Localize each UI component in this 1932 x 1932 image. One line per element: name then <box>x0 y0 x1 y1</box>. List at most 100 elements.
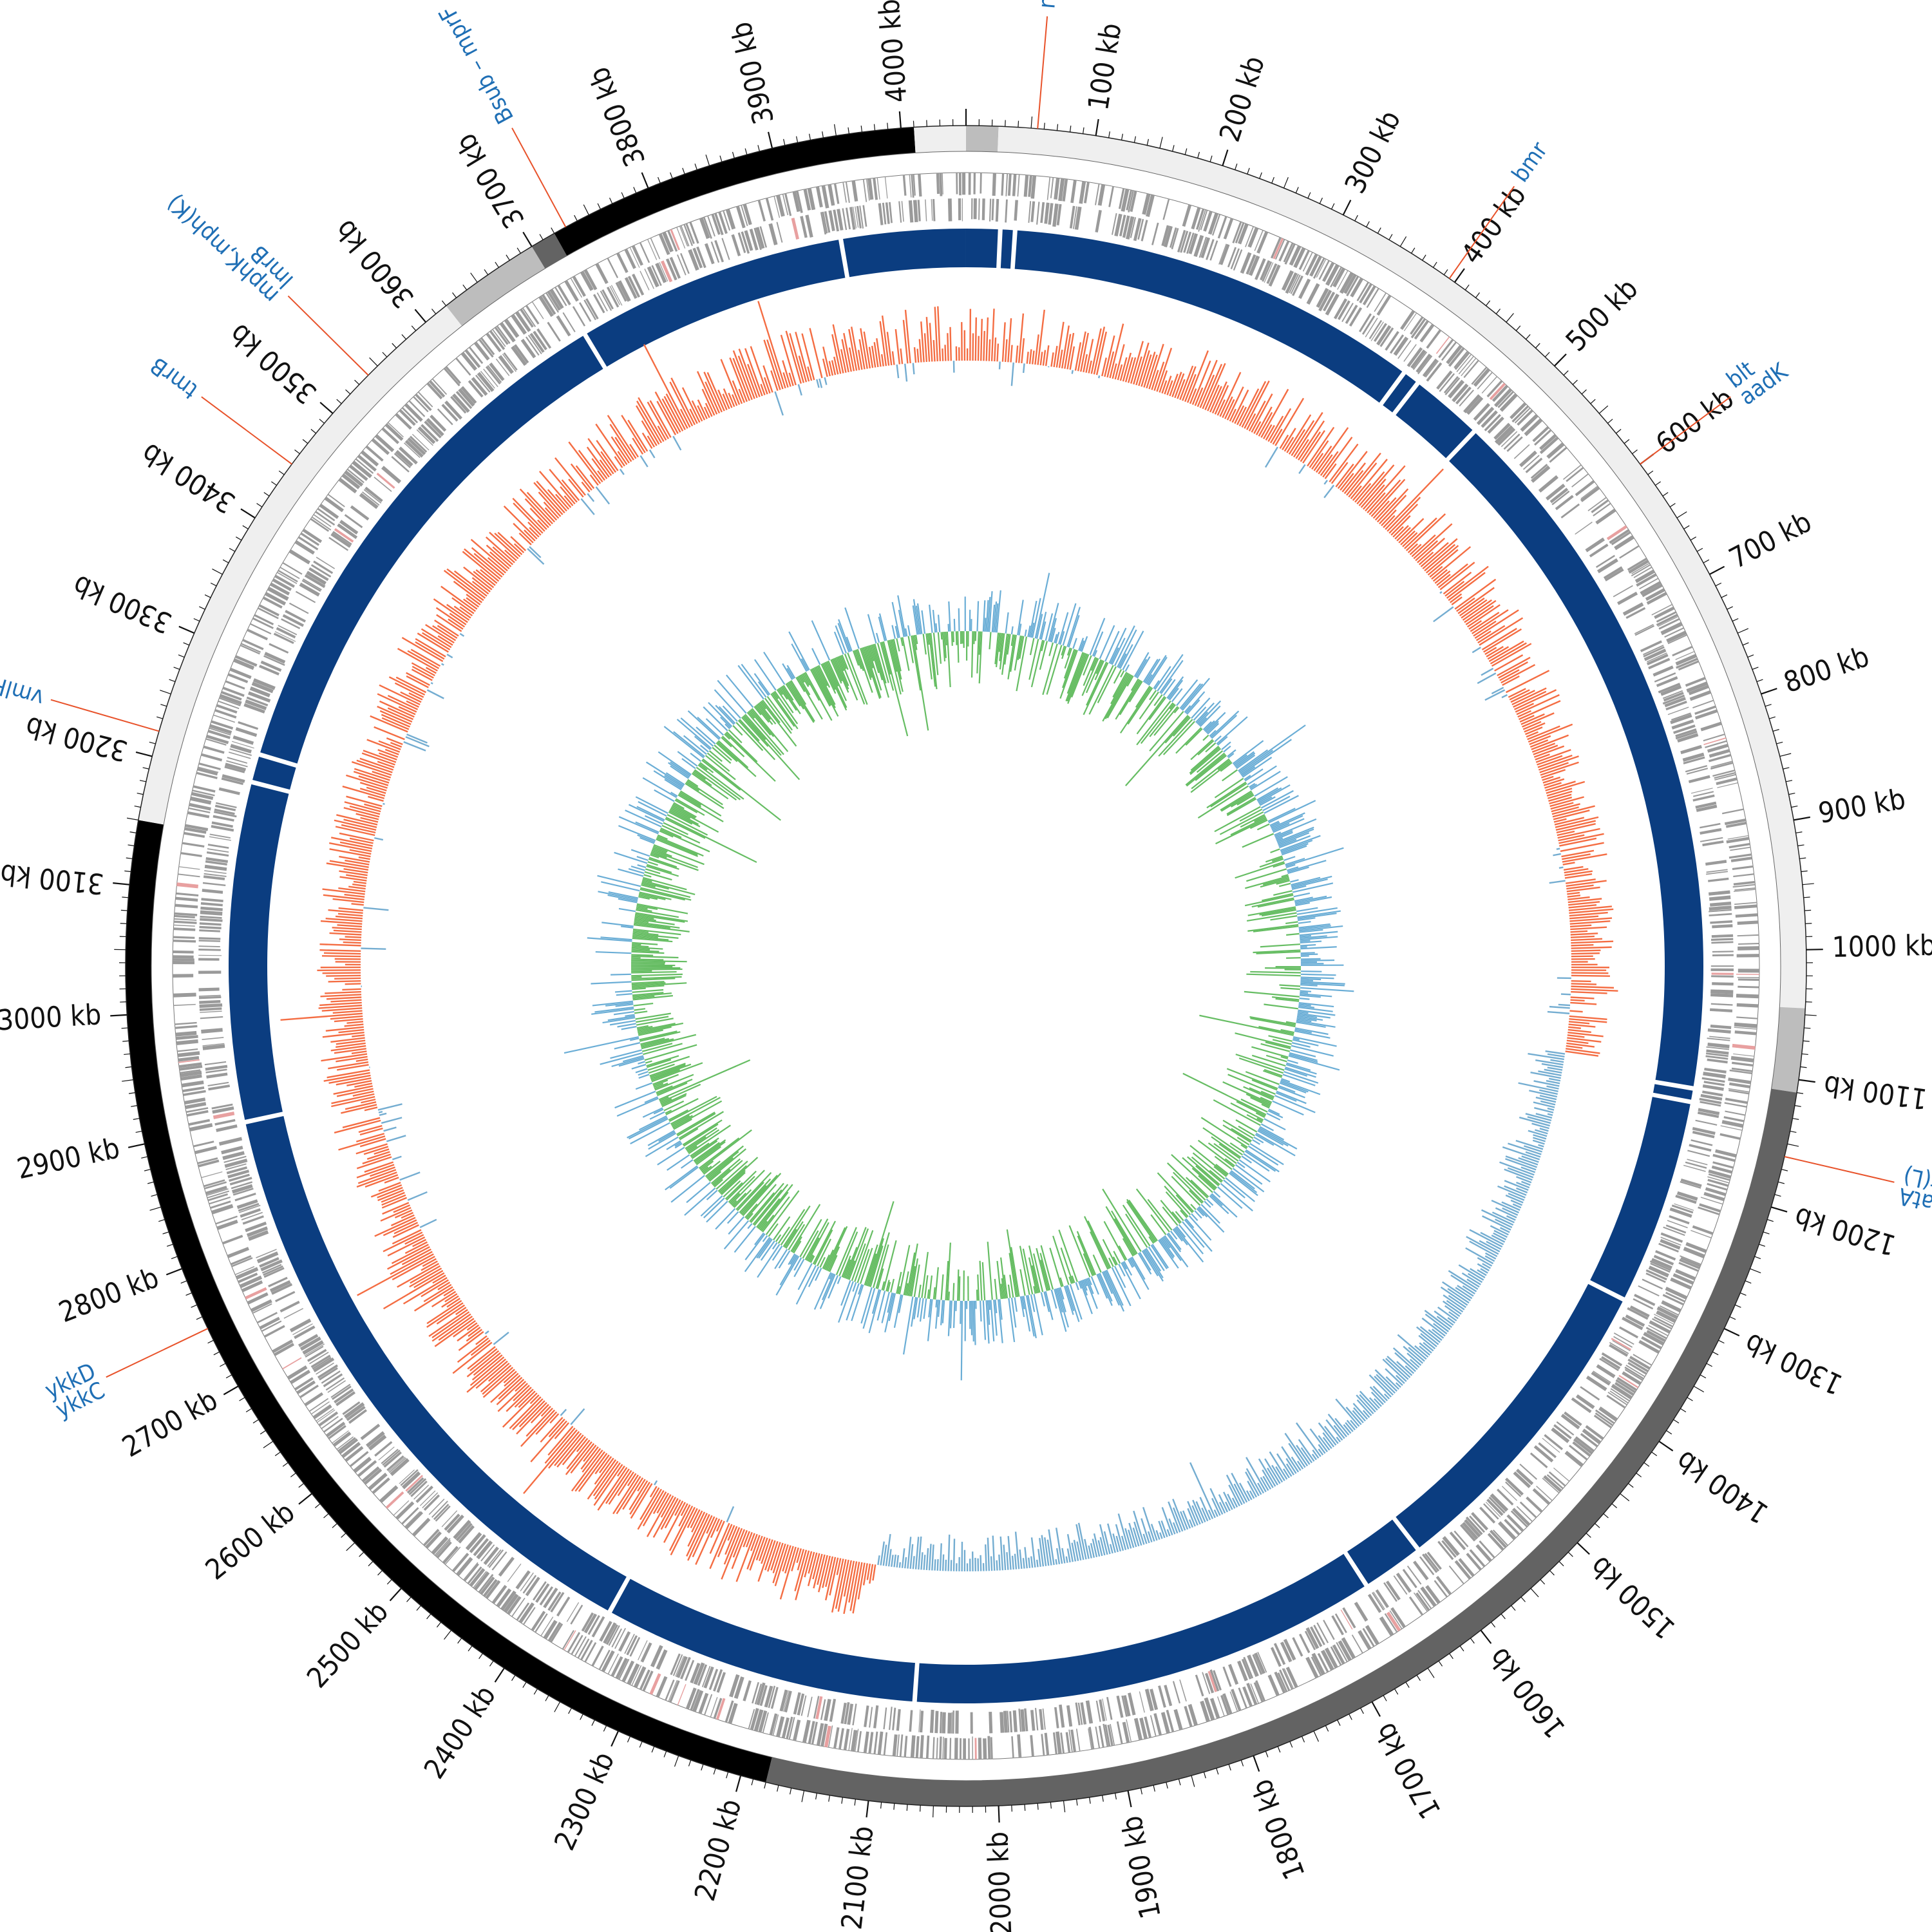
cds-forward <box>235 1267 259 1280</box>
cds-reverse <box>1200 237 1211 258</box>
minor-tick <box>128 1092 135 1094</box>
cds-reverse <box>1710 920 1733 924</box>
cds-reverse <box>1619 1326 1639 1339</box>
skew-bar <box>645 1136 679 1157</box>
gc-bar <box>512 1398 544 1430</box>
cds-forward <box>478 1574 494 1593</box>
gc-bar <box>1194 387 1204 406</box>
skew-bar <box>657 835 704 857</box>
cds-reverse <box>1699 1097 1722 1104</box>
cds-reverse <box>639 270 650 290</box>
cds-reverse <box>1393 1575 1408 1595</box>
cds-reverse <box>198 987 220 992</box>
gc-bar <box>1127 357 1137 383</box>
skew-bar <box>1191 1168 1217 1190</box>
skew-bar <box>888 639 898 672</box>
gc-bar <box>617 1472 634 1497</box>
cds-reverse <box>1003 1710 1008 1733</box>
gc-bar <box>723 388 733 408</box>
gc-bar <box>1568 904 1597 909</box>
cds-reverse <box>299 1336 321 1351</box>
gc-bar <box>338 887 366 893</box>
skew-bar <box>636 909 679 918</box>
skew-bar <box>1185 691 1206 714</box>
cds-forward <box>1046 176 1051 200</box>
cds-reverse <box>312 1356 332 1370</box>
outer-ring-segment <box>1771 1007 1806 1093</box>
gc-bar <box>1374 497 1397 521</box>
gc-bar <box>1558 866 1564 869</box>
skew-bar <box>1182 1221 1205 1248</box>
cds-forward <box>216 704 238 714</box>
cds-forward <box>1005 173 1009 196</box>
cds-reverse <box>805 214 813 238</box>
skew-bar <box>1204 1200 1211 1208</box>
gc-bar <box>1055 1528 1063 1564</box>
skew-bar <box>634 919 649 923</box>
minor-tick <box>1754 1256 1761 1260</box>
gc-bar <box>635 405 660 445</box>
skew-bar <box>632 931 659 936</box>
gc-bar <box>1569 917 1613 922</box>
cds-reverse <box>1667 706 1689 715</box>
cds-reverse <box>513 344 529 364</box>
minor-tick <box>1563 370 1569 376</box>
gc-bar <box>321 1053 368 1062</box>
gc-bar <box>402 1276 448 1305</box>
gc-bar <box>1248 400 1266 431</box>
skew-bar <box>1102 1238 1117 1266</box>
gc-bar <box>1538 1070 1562 1077</box>
minor-tick <box>801 1790 805 1803</box>
cds-reverse <box>815 1696 823 1719</box>
cds-reverse <box>313 560 334 574</box>
skew-bar <box>756 1198 781 1228</box>
cds-forward <box>1416 1592 1430 1611</box>
skew-bar <box>1210 782 1247 808</box>
cds-reverse <box>310 1354 331 1368</box>
cds-forward <box>707 215 715 237</box>
cds-forward <box>824 1725 831 1748</box>
cds-forward <box>1346 276 1359 297</box>
cds-reverse <box>228 752 251 759</box>
cds-forward <box>607 1653 619 1674</box>
cds-forward <box>1195 208 1205 230</box>
gc-bar <box>384 1177 399 1184</box>
skew-bar <box>708 702 733 727</box>
skew-bar <box>647 1059 672 1068</box>
gc-bar <box>822 1555 831 1588</box>
minor-tick <box>1102 1795 1104 1802</box>
gc-bar <box>1550 802 1574 810</box>
gc-bar <box>1093 1533 1101 1557</box>
minor-tick <box>1620 1493 1630 1502</box>
cds-forward <box>1703 734 1725 742</box>
minor-tick <box>199 606 205 610</box>
cds-reverse <box>278 625 298 636</box>
skew-bar <box>1148 656 1168 686</box>
skew-bar <box>916 603 923 634</box>
skew-bar <box>881 1291 890 1323</box>
major-tick <box>1342 200 1352 216</box>
gc-bar <box>1143 352 1156 388</box>
cds-forward <box>876 177 880 200</box>
skew-bar <box>644 871 672 881</box>
cds-reverse <box>743 1680 752 1701</box>
gc-bar <box>1491 643 1532 667</box>
cds-forward <box>1703 737 1727 746</box>
cds-reverse <box>1553 1424 1572 1439</box>
cds-forward <box>341 1441 361 1459</box>
cds-reverse <box>842 208 848 231</box>
cds-forward <box>456 1557 473 1577</box>
gc-bar <box>435 607 466 628</box>
cds-forward <box>1506 1514 1524 1532</box>
minor-tick <box>263 1441 274 1448</box>
skew-bar <box>1030 1294 1036 1312</box>
gc-bar <box>1318 1448 1324 1455</box>
skew-bar <box>633 928 681 936</box>
gc-bar <box>1238 388 1260 427</box>
gc-bar <box>397 1263 439 1288</box>
gc-bar <box>1429 565 1443 578</box>
skew-bar <box>1280 987 1300 990</box>
gc-bar <box>1419 1345 1431 1356</box>
cds-forward <box>618 1658 630 1680</box>
cds-reverse <box>1069 205 1075 229</box>
